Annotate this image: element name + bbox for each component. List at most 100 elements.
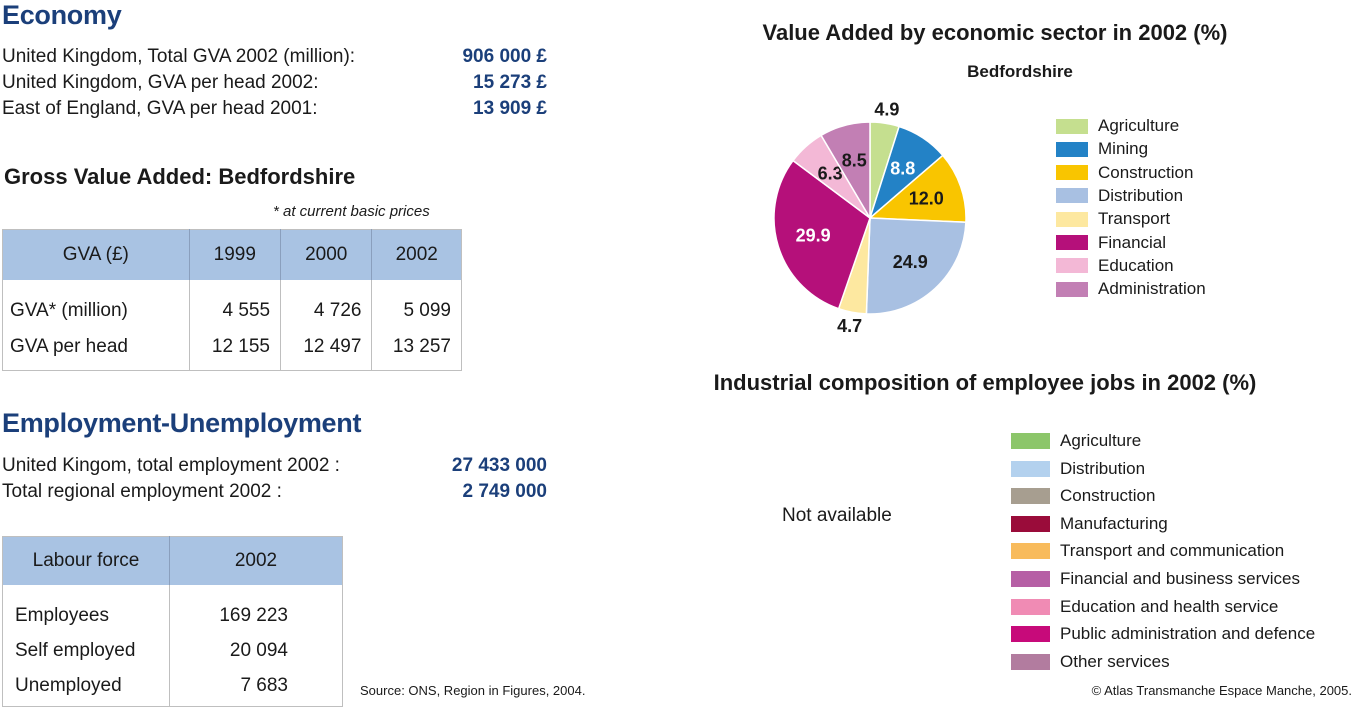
legend-swatch xyxy=(1011,543,1050,560)
legend-swatch xyxy=(1056,165,1088,181)
table-cell: 20 094 xyxy=(169,633,343,668)
gva-table: GVA (£) 1999 2000 2002 GVA* (million) 4 … xyxy=(2,229,462,371)
employment-row-label: United Kingom, total employment 2002 : xyxy=(2,455,340,476)
table-cell: 4 555 xyxy=(188,280,281,329)
economy-row-label: East of England, GVA per head 2001: xyxy=(2,98,318,119)
legend-item: Financial xyxy=(1056,233,1166,253)
table-cell: GVA* (million) xyxy=(10,300,128,321)
pie-data-label: 24.9 xyxy=(893,252,928,272)
legend-item: Transport and communication xyxy=(1011,541,1284,561)
pie-data-label: 8.8 xyxy=(890,158,915,178)
pie-slice-construction xyxy=(868,154,967,224)
legend-swatch xyxy=(1011,433,1050,449)
legend-swatch xyxy=(1011,653,1050,670)
table-row: Employees 169 223 xyxy=(3,585,343,633)
pie-data-label: 8.5 xyxy=(842,151,867,171)
legend-label: Construction xyxy=(1060,486,1156,506)
source-note: Source: ONS, Region in Figures, 2004. xyxy=(360,683,586,698)
gva-title: Gross Value Added: Bedfordshire xyxy=(4,164,356,189)
legend-label: Education and health service xyxy=(1060,596,1279,616)
legend-swatch xyxy=(1056,118,1088,134)
legend-swatch xyxy=(1056,281,1088,297)
table-header-row: Labour force 2002 xyxy=(2,536,343,585)
table-cell: Unemployed xyxy=(15,674,122,696)
economy-title: Economy xyxy=(2,0,122,30)
legend-item: Transport xyxy=(1056,209,1170,229)
legend-label: Education xyxy=(1098,255,1174,275)
not-available-text: Not available xyxy=(782,505,892,526)
pie-data-label: 12.0 xyxy=(909,189,944,209)
economy-row-value: 906 000 £ xyxy=(462,46,547,67)
pie-data-label: 4.7 xyxy=(837,316,862,336)
legend-swatch xyxy=(1056,141,1088,157)
table-header-row: GVA (£) 1999 2000 2002 xyxy=(2,229,462,280)
table-header-cell: 2000 xyxy=(280,229,372,280)
legend-item: Manufacturing xyxy=(1011,514,1168,534)
pie-chart-subtitle: Bedfordshire xyxy=(967,62,1073,81)
table-cell: GVA per head xyxy=(10,336,128,357)
pie-data-label: 4.9 xyxy=(874,99,899,119)
table-cell: 5 099 xyxy=(371,280,462,329)
pie-data-label: 6.3 xyxy=(818,164,843,184)
table-header-cell: GVA (£) xyxy=(2,229,190,280)
labour-table: Labour force 2002 Employees 169 223 Self… xyxy=(2,536,343,707)
table-cell: Self employed xyxy=(15,639,136,661)
legend-swatch xyxy=(1056,188,1088,204)
pie-chart: 4.9 8.8 12.0 24.9 4.7 29.9 6.38.5 xyxy=(773,99,967,336)
employment-list: United Kingom, total employment 2002 : 2… xyxy=(2,455,547,507)
employment-row: Total regional employment 2002 : 2 749 0… xyxy=(2,481,547,507)
table-row: GVA* (million) 4 555 4 726 5 099 xyxy=(3,280,462,329)
legend-item: Agriculture xyxy=(1056,116,1179,136)
pie-slice-financial xyxy=(773,159,871,310)
legend-label: Construction xyxy=(1098,162,1194,182)
legend-item: Agriculture xyxy=(1011,431,1141,451)
economy-row-label: United Kingdom, Total GVA 2002 (million)… xyxy=(2,46,356,67)
economy-row: United Kingdom, GVA per head 2002: 15 27… xyxy=(2,72,547,98)
economy-row: East of England, GVA per head 2001: 13 9… xyxy=(2,98,547,124)
table-row: GVA per head 12 155 12 497 13 257 xyxy=(3,329,462,371)
table-cell: 12 155 xyxy=(188,329,281,371)
legend-item: Distribution xyxy=(1011,459,1145,479)
pie-chart-title: Value Added by economic sector in 2002 (… xyxy=(762,20,1228,45)
legend-label: Financial and business services xyxy=(1060,569,1301,588)
legend-label: Distribution xyxy=(1098,185,1184,205)
pie-slice-distribution xyxy=(865,217,967,315)
legend-label: Mining xyxy=(1098,139,1149,159)
table-header-cell: 2002 xyxy=(169,536,343,585)
table-header-cell: 2002 xyxy=(371,229,462,280)
legend-swatch xyxy=(1056,258,1088,274)
legend-item: Distribution xyxy=(1056,186,1183,206)
legend-item: Financial and business services xyxy=(1011,569,1300,589)
economy-row-value: 15 273 £ xyxy=(473,72,547,93)
legend-item: Education xyxy=(1056,256,1174,276)
economy-list: United Kingdom, Total GVA 2002 (million)… xyxy=(2,46,547,124)
legend-label: Agriculture xyxy=(1060,431,1142,450)
legend-label: Manufacturing xyxy=(1060,513,1168,533)
legend-swatch xyxy=(1011,626,1050,643)
table-cell: 7 683 xyxy=(169,668,343,707)
jobs-chart-title: Industrial composition of employee jobs … xyxy=(713,370,1257,395)
table-cell: 169 223 xyxy=(169,585,343,633)
legend-swatch xyxy=(1011,571,1050,587)
table-row: Self employed 20 094 xyxy=(3,633,343,668)
table-cell: 13 257 xyxy=(371,329,462,371)
employment-row-value: 2 749 000 xyxy=(462,481,547,502)
economy-row-value: 13 909 £ xyxy=(473,98,547,119)
employment-row-value: 27 433 000 xyxy=(451,455,547,476)
table-cell: 4 726 xyxy=(280,280,372,329)
legend-label: Public administration and defence xyxy=(1060,624,1316,644)
gva-note: * at current basic prices xyxy=(273,203,430,220)
legend-label: Other services xyxy=(1060,651,1170,671)
table-cell: 12 497 xyxy=(280,329,372,371)
legend-swatch xyxy=(1056,211,1088,227)
employment-row: United Kingom, total employment 2002 : 2… xyxy=(2,455,547,481)
legend-item: Construction xyxy=(1011,486,1155,506)
legend-label: Agriculture xyxy=(1098,116,1180,135)
economy-row: United Kingdom, Total GVA 2002 (million)… xyxy=(2,46,547,72)
table-header-cell: Labour force xyxy=(2,536,170,585)
legend-item: Public administration and defence xyxy=(1011,624,1315,644)
legend-swatch xyxy=(1011,598,1050,615)
legend-swatch xyxy=(1011,488,1050,505)
legend-swatch xyxy=(1011,460,1050,477)
legend-item: Education and health service xyxy=(1011,597,1278,617)
